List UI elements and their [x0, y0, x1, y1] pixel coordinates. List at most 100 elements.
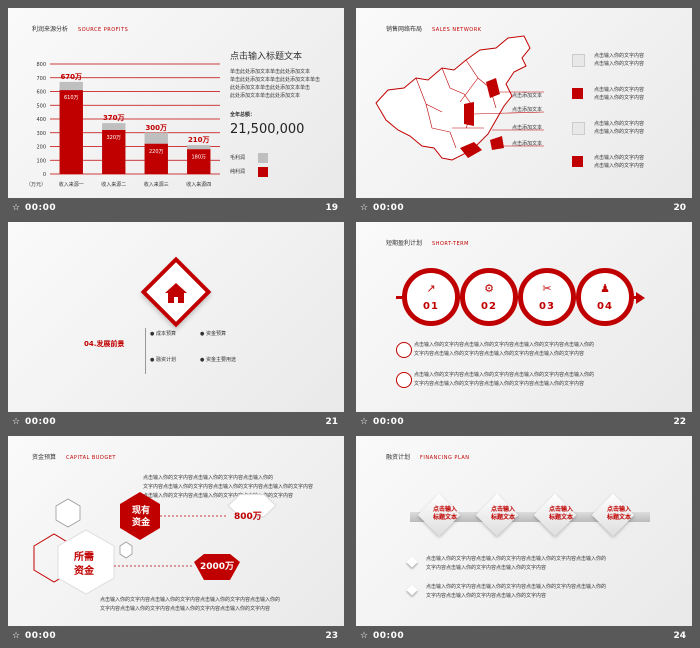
hex-needed — [57, 529, 115, 595]
legend-swatch-2 — [572, 88, 583, 99]
desc-2a: 点击输入你的文字内容点击输入你的文字内容点击输入你的文字内容点击输入你的 — [414, 372, 595, 378]
profit-bar-chart: 800 700 600 500 400 300 200 100 0 （万元） 670万 610万收入来… — [26, 62, 220, 188]
map-inner-lines — [415, 59, 497, 149]
slide-thumb-19[interactable]: 利润来源分析 SOURCE PROFITS 800 700 600 500 400 300 2… — [8, 8, 344, 220]
item-fund-use: ● 资金主要用途 — [200, 357, 236, 363]
desc-1a: 点击输入你的文字内容点击输入你的文字内容点击输入你的文字内容点击输入你的 — [414, 342, 595, 348]
timing: 00:00 — [25, 203, 57, 213]
legend-text-1b: 点击输入你的文字内容 — [594, 61, 645, 67]
slide-thumb-23[interactable]: 资金预算 CAPITAL BUDGET 点击输入你的文字内容点击输入你的文字内容点… — [8, 436, 344, 648]
section-divider — [145, 328, 146, 374]
legend-swatch-3 — [572, 122, 585, 135]
bar-net — [187, 149, 211, 174]
timing: 00:00 — [373, 631, 405, 641]
category-label: 收入来源四 — [186, 181, 211, 188]
slide-canvas: 融资计划 FINANCING PLAN 点击输入 标题文本 点击输入 标题文本 点击输… — [356, 436, 692, 626]
timing: 00:00 — [373, 203, 405, 213]
legend-text-3a: 点击输入你的文字内容 — [594, 121, 645, 127]
data-label-net: 610万 — [64, 95, 79, 101]
chart-heading: 点击输入标题文本 — [230, 52, 303, 62]
y-tick-label: 800 — [36, 62, 46, 68]
y-tick-label: 600 — [36, 90, 46, 96]
item-financing-plan: ● 融资计划 — [150, 357, 176, 363]
section-title: 04.发展前景 — [84, 340, 125, 348]
tools-icon: ✂ — [542, 282, 552, 295]
china-map — [375, 35, 545, 161]
data-label-gross: 210万 — [188, 136, 210, 144]
category-label: 收入来源二 — [101, 181, 126, 188]
legend-net-label: 纯利润 — [230, 169, 246, 175]
slide-thumb-20[interactable]: 销售网络布局 SALES NETWORK 点击添加文本 点击添加文本 点击添加文本… — [356, 8, 692, 220]
timing: 00:00 — [25, 631, 57, 641]
existing-fund-label-2: 资金 — [132, 518, 151, 528]
star-icon[interactable]: ☆ — [360, 631, 369, 641]
slide-thumb-21[interactable]: 04.发展前景 ● 成本预算 ● 资金预算 ● 融资计划 ● 资金主要用途 ☆ … — [8, 222, 344, 434]
diamond-2-text: 点击输入 标题文本 — [490, 506, 515, 521]
bar-net — [144, 143, 168, 174]
legend-swatch-1 — [572, 54, 585, 67]
slide-canvas: 利润来源分析 SOURCE PROFITS 800 700 600 500 400 300 2… — [8, 8, 344, 198]
slide-title: 融资计划 FINANCING PLAN — [386, 454, 470, 461]
y-tick-label: 0 — [43, 172, 46, 178]
map-label-2: 点击添加文本 — [512, 107, 543, 113]
data-label-gross: 300万 — [145, 124, 167, 132]
slide-title: 资金预算 CAPITAL BUDGET — [32, 454, 116, 461]
legend-text-2b: 点击输入你的文字内容 — [594, 95, 645, 101]
bar-net — [102, 130, 126, 174]
home-icon — [165, 283, 187, 303]
slide-number: 23 — [325, 631, 338, 641]
map-highlight-east — [490, 136, 504, 150]
star-icon[interactable]: ☆ — [12, 203, 21, 213]
desc-1b: 文字内容点击输入你的文字内容点击输入你的文字内容 — [426, 565, 547, 571]
star-icon[interactable]: ☆ — [12, 417, 21, 427]
total-label: 全年总额： — [230, 112, 256, 118]
slide-canvas: 资金预算 CAPITAL BUDGET 点击输入你的文字内容点击输入你的文字内容点… — [8, 436, 344, 626]
desc-2b: 文字内容点击输入你的文字内容点击输入你的文字内容点击输入你的文字内容 — [414, 381, 585, 387]
data-label-gross: 370万 — [103, 114, 125, 122]
step-circle-4: ♟ 04 — [576, 268, 634, 326]
star-icon[interactable]: ☆ — [12, 631, 21, 641]
bullet-diamond-1 — [406, 556, 418, 568]
legend-text-1a: 点击输入你的文字内容 — [594, 53, 645, 59]
diamond-4-text: 点击输入 标题文本 — [606, 506, 631, 521]
desc-2b: 文字内容点击输入你的文字内容点击输入你的文字内容 — [426, 593, 547, 599]
star-icon[interactable]: ☆ — [360, 417, 369, 427]
legend-swatch-4 — [572, 156, 583, 167]
timeline-arrow — [636, 292, 645, 304]
desc-1b: 文字内容点击输入你的文字内容点击输入你的文字内容点击输入你的文字内容 — [414, 351, 585, 357]
y-axis-unit: （万元） — [26, 182, 46, 188]
needed-fund-label-2: 资金 — [74, 566, 94, 577]
hex-outline-small — [55, 498, 81, 528]
item-capital-budget: ● 资金预算 — [200, 331, 226, 337]
slide-number: 22 — [673, 417, 686, 427]
y-tick-label: 300 — [36, 131, 46, 137]
legend-text-4a: 点击输入你的文字内容 — [594, 155, 645, 161]
slide-canvas: 销售网络布局 SALES NETWORK 点击添加文本 点击添加文本 点击添加文本… — [356, 8, 692, 198]
slide-number: 19 — [325, 203, 338, 213]
slide-thumb-24[interactable]: 融资计划 FINANCING PLAN 点击输入 标题文本 点击输入 标题文本 点击输… — [356, 436, 692, 648]
trend-arrow-icon: ↗ — [426, 282, 436, 295]
bar-net — [59, 90, 83, 174]
legend-gross-label: 毛利润 — [230, 155, 246, 161]
gear-icon: ⚙ — [484, 282, 494, 295]
slide-title: 短期盈利计划 SHORT-TERM — [386, 240, 469, 247]
slide-title: 利润来源分析 SOURCE PROFITS — [32, 26, 129, 33]
y-tick-label: 700 — [36, 76, 46, 82]
star-icon[interactable]: ☆ — [360, 203, 369, 213]
map-highlight-central — [464, 102, 474, 126]
category-label: 收入来源三 — [144, 181, 169, 188]
desc-2a: 点击输入你的文字内容点击输入你的文字内容点击输入你的文字内容点击输入你的 — [426, 584, 607, 590]
data-label-gross: 670万 — [60, 73, 82, 81]
diamond-band — [410, 512, 650, 522]
desc-1a: 点击输入你的文字内容点击输入你的文字内容点击输入你的文字内容点击输入你的 — [426, 556, 607, 562]
timing: 00:00 — [25, 417, 57, 427]
slide-thumb-22[interactable]: 短期盈利计划 SHORT-TERM ↗ 01 ⚙ 02 ✂ 03 ♟ 04 点击输… — [356, 222, 692, 434]
legend-net-swatch — [258, 167, 268, 177]
y-tick-label: 200 — [36, 145, 46, 151]
y-tick-label: 100 — [36, 158, 46, 164]
step-circle-3: ✂ 03 — [518, 268, 576, 326]
slide-number: 21 — [325, 417, 338, 427]
data-label-net: 320万 — [106, 135, 121, 141]
step-circle-1: ↗ 01 — [402, 268, 460, 326]
hex-existing-value — [227, 493, 277, 518]
